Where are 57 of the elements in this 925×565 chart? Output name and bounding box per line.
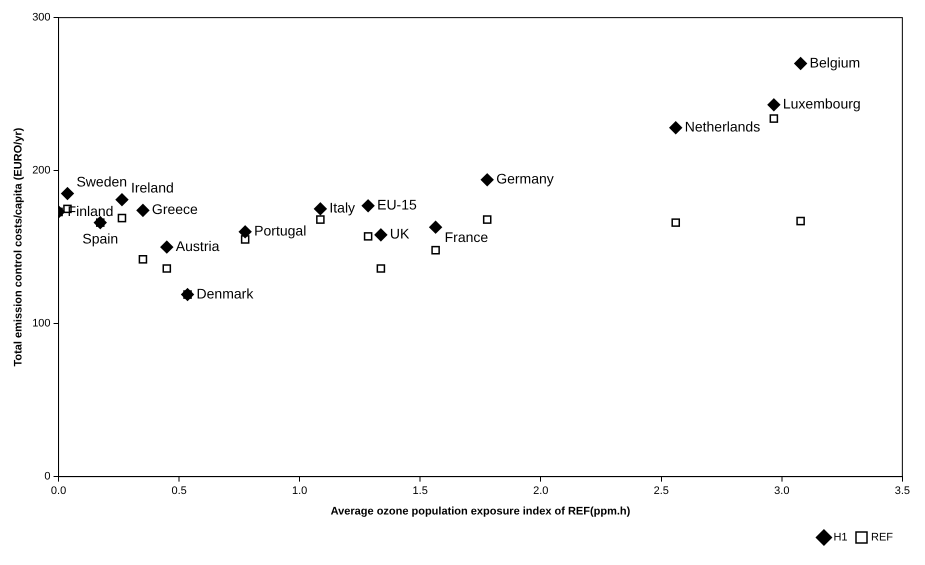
x-tick-label: 2.0: [533, 485, 548, 498]
point: [364, 232, 372, 241]
annotation: Sweden: [76, 173, 128, 190]
y-tick-label: 0: [44, 470, 51, 483]
annotation: Finland: [68, 202, 114, 219]
point: [480, 173, 494, 186]
y-tick-label: 300: [32, 12, 51, 24]
point: [431, 246, 440, 254]
point: [238, 225, 252, 238]
annotation: Belgium: [810, 54, 860, 70]
x-tick-label: 3.0: [774, 485, 790, 498]
point: [482, 215, 492, 224]
y-tick-label: 100: [32, 318, 51, 330]
x-tick-label: 0.5: [171, 485, 187, 498]
legend-label: REF: [871, 532, 894, 544]
annotation: Italy: [329, 200, 356, 216]
point: [669, 121, 682, 134]
point: [429, 220, 442, 234]
annotation: Germany: [496, 170, 554, 187]
x-tick-label: 1.0: [292, 485, 308, 498]
point: [362, 199, 375, 212]
point: [376, 264, 386, 273]
legend-label: H1: [833, 532, 848, 544]
annotation: Portugal: [254, 222, 306, 239]
annotation: Spain: [82, 230, 118, 246]
point: [671, 218, 680, 227]
point: [374, 228, 388, 242]
point: [160, 240, 174, 254]
x-tick-label: 0.0: [50, 485, 66, 498]
point: [60, 187, 74, 200]
point: [794, 57, 808, 70]
y-axis-title: Total emission control costs/capita (EURO/yr): [12, 127, 25, 366]
point: [796, 216, 805, 226]
annotation: Greece: [152, 201, 198, 218]
x-tick-label: 3.5: [894, 485, 910, 498]
point: [316, 215, 325, 224]
annotation: EU-15: [377, 196, 418, 213]
point: [314, 202, 327, 216]
annotation: Ireland: [130, 180, 174, 196]
y-tick-label: 200: [32, 164, 51, 177]
annotation: Netherlands: [684, 118, 760, 135]
point: [162, 264, 172, 273]
point: [136, 204, 150, 217]
point: [115, 193, 128, 206]
point: [118, 214, 126, 222]
annotation: Denmark: [196, 285, 254, 302]
point: [181, 288, 194, 302]
point: [138, 255, 148, 264]
annotation: France: [444, 229, 488, 246]
x-axis-title: Average ozone population exposure index of REF(ppm.h): [330, 505, 631, 518]
x-tick-label: 1.5: [412, 485, 428, 498]
point: [770, 114, 778, 123]
annotation: UK: [390, 226, 410, 242]
annotation: Austria: [176, 238, 220, 254]
annotation: Luxembourg: [782, 96, 861, 112]
x-tick-label: 2.5: [654, 485, 669, 498]
point: [767, 98, 780, 112]
